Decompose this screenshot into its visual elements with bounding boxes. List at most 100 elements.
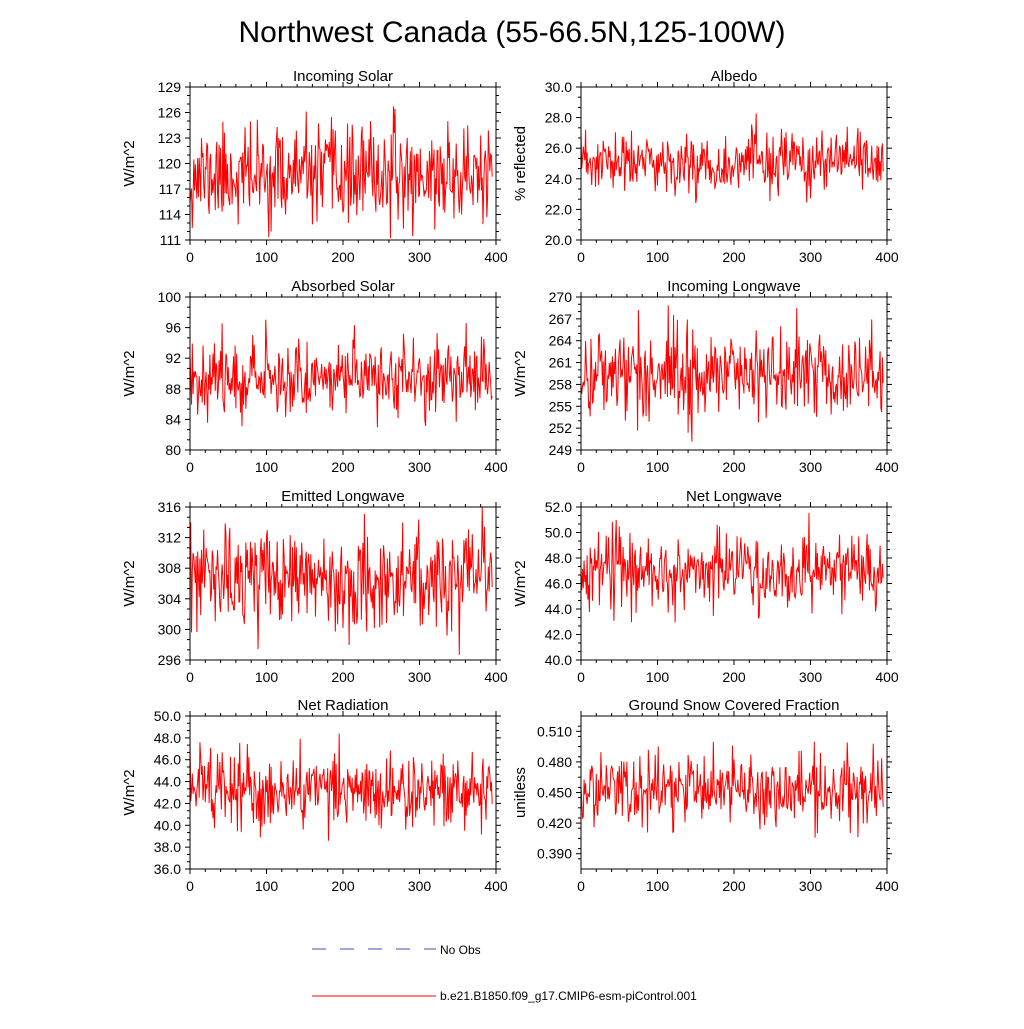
y-tick-label: 267 <box>549 311 573 327</box>
panel-title: Albedo <box>711 68 758 85</box>
y-axis-label: W/m^2 <box>512 560 529 606</box>
series-line <box>580 305 884 442</box>
y-tick-label: 46.0 <box>545 576 572 592</box>
x-tick-label: 0 <box>186 249 194 265</box>
x-tick-label: 0 <box>577 878 585 894</box>
panel-net-longwave: Net Longwave W/m^2 0 100 200 300 400 40.0 42.0 44… <box>512 488 899 685</box>
y-tick-label: 100 <box>158 289 182 305</box>
y-tick-label: 40.0 <box>545 652 572 668</box>
y-tick-label: 129 <box>158 79 182 95</box>
y-tick-label: 20.0 <box>545 232 572 248</box>
x-tick-label: 0 <box>577 669 585 685</box>
y-tick-label: 123 <box>158 130 182 146</box>
plot-frame <box>580 296 888 451</box>
x-tick-label: 100 <box>255 459 279 475</box>
panel-title: Absorbed Solar <box>291 278 394 295</box>
x-tick-label: 300 <box>799 459 823 475</box>
y-tick-label: 46.0 <box>154 752 181 768</box>
series-line <box>189 319 493 428</box>
legend-label-model: b.e21.B1850.f09_g17.CMIP6-esm-piControl.… <box>440 989 697 1003</box>
x-tick-label: 0 <box>577 459 585 475</box>
x-tick-label: 300 <box>408 249 432 265</box>
x-tick-label: 100 <box>646 249 670 265</box>
x-tick-label: 100 <box>255 878 279 894</box>
y-tick-label: 50.0 <box>154 708 181 724</box>
y-tick-label: 40.0 <box>154 817 181 833</box>
figure-title: Northwest Canada (55-66.5N,125-100W) <box>239 16 786 49</box>
y-tick-label: 0.480 <box>537 754 572 770</box>
y-tick-label: 24.0 <box>545 171 572 187</box>
x-tick-label: 100 <box>646 878 670 894</box>
x-tick-label: 200 <box>722 878 746 894</box>
y-tick-label: 316 <box>158 499 182 515</box>
panel-incoming-longwave: Incoming Longwave W/m^2 0 100 200 300 400 249 25… <box>512 278 899 475</box>
y-tick-label: 96 <box>165 320 181 336</box>
panel-title: Net Longwave <box>686 488 782 505</box>
x-tick-label: 200 <box>331 249 355 265</box>
x-tick-label: 400 <box>484 249 508 265</box>
y-tick-label: 30.0 <box>545 79 572 95</box>
y-tick-label: 0.510 <box>537 723 572 739</box>
y-tick-label: 249 <box>549 442 573 458</box>
y-tick-label: 26.0 <box>545 140 572 156</box>
y-tick-label: 312 <box>158 530 182 546</box>
x-tick-label: 400 <box>875 459 899 475</box>
panel-title: Emitted Longwave <box>281 488 404 505</box>
x-tick-label: 400 <box>875 878 899 894</box>
x-tick-label: 0 <box>186 459 194 475</box>
x-tick-label: 300 <box>408 878 432 894</box>
x-tick-label: 0 <box>577 249 585 265</box>
y-tick-label: 42.0 <box>154 795 181 811</box>
x-tick-label: 300 <box>408 459 432 475</box>
x-tick-label: 300 <box>408 669 432 685</box>
y-axis-label: W/m^2 <box>121 140 138 186</box>
y-tick-label: 52.0 <box>545 499 572 515</box>
y-axis-label: % reflected <box>512 126 529 201</box>
y-tick-label: 261 <box>549 355 573 371</box>
y-tick-label: 22.0 <box>545 201 572 217</box>
series-line <box>580 113 884 204</box>
y-tick-label: 84 <box>165 411 181 427</box>
y-tick-label: 42.0 <box>545 627 572 643</box>
y-tick-label: 38.0 <box>154 839 181 855</box>
y-tick-label: 80 <box>165 442 181 458</box>
y-tick-label: 28.0 <box>545 110 572 126</box>
panel-absorbed-solar: Absorbed Solar W/m^2 0 100 200 300 400 80 84 88 92… <box>121 278 508 475</box>
y-tick-label: 92 <box>165 350 181 366</box>
y-axis-label: W/m^2 <box>121 350 138 396</box>
x-tick-label: 300 <box>799 669 823 685</box>
y-tick-label: 258 <box>549 376 573 392</box>
x-tick-label: 300 <box>799 249 823 265</box>
y-tick-label: 126 <box>158 105 182 121</box>
x-tick-label: 400 <box>484 878 508 894</box>
y-axis-label: W/m^2 <box>121 560 138 606</box>
x-tick-label: 100 <box>255 249 279 265</box>
y-tick-label: 252 <box>549 420 573 436</box>
x-tick-label: 200 <box>722 459 746 475</box>
series-line <box>580 513 884 623</box>
series-line <box>189 507 493 655</box>
x-tick-label: 400 <box>484 669 508 685</box>
panel-title: Incoming Longwave <box>667 278 800 295</box>
y-tick-label: 308 <box>158 560 182 576</box>
y-tick-label: 50.0 <box>545 525 572 541</box>
y-tick-label: 270 <box>549 289 573 305</box>
legend-label-obs: No Obs <box>440 943 481 957</box>
x-tick-label: 100 <box>646 459 670 475</box>
x-tick-label: 400 <box>484 459 508 475</box>
x-tick-label: 100 <box>646 669 670 685</box>
x-tick-label: 200 <box>331 459 355 475</box>
series-line <box>580 741 884 838</box>
x-tick-label: 0 <box>186 878 194 894</box>
panels: Incoming Solar W/m^2 0 100 200 300 400 111 114 11… <box>121 68 899 894</box>
x-tick-label: 0 <box>186 669 194 685</box>
panel-emitted-longwave: Emitted Longwave W/m^2 0 100 200 300 400 296 300… <box>121 488 508 685</box>
legend: No Obs b.e21.B1850.f09_g17.CMIP6-esm-piC… <box>312 943 697 1003</box>
y-tick-label: 117 <box>159 181 182 197</box>
x-tick-label: 200 <box>331 669 355 685</box>
panel-title: Ground Snow Covered Fraction <box>629 697 840 714</box>
y-tick-label: 48.0 <box>154 730 181 746</box>
y-tick-label: 255 <box>549 398 573 414</box>
y-tick-label: 44.0 <box>545 601 572 617</box>
